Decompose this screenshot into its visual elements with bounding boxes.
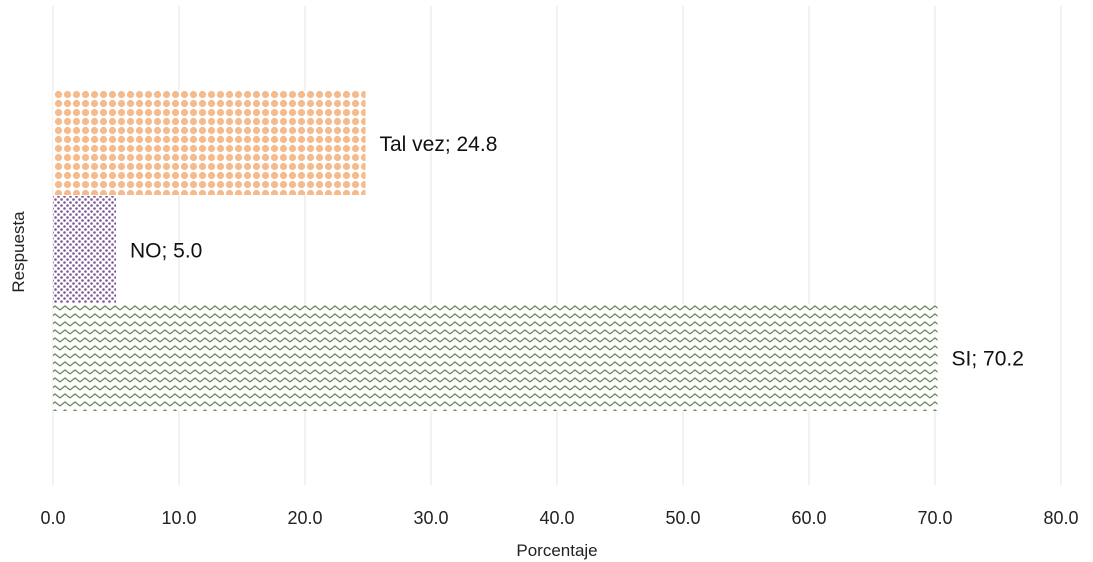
- x-axis-title: Porcentaje: [516, 541, 597, 560]
- x-tick-label: 10.0: [161, 508, 196, 528]
- x-tick-label: 40.0: [539, 508, 574, 528]
- x-tick-labels: 0.0 10.0 20.0 30.0 40.0 50.0 60.0 70.0 80.0: [40, 508, 1078, 528]
- bar-si: [53, 304, 938, 411]
- x-tick-label: 80.0: [1043, 508, 1078, 528]
- data-label-si: SI; 70.2: [952, 348, 1024, 371]
- x-tick-label: 70.0: [917, 508, 952, 528]
- data-label-no: NO; 5.0: [130, 240, 202, 263]
- bar-no: [53, 196, 116, 303]
- gridlines: [52, 6, 1062, 485]
- y-axis-title: Respuesta: [9, 211, 28, 293]
- x-tick-label: 0.0: [40, 508, 65, 528]
- bars: [53, 91, 938, 411]
- x-tick-label: 30.0: [413, 508, 448, 528]
- x-tick-label: 60.0: [791, 508, 826, 528]
- x-tick-label: 50.0: [665, 508, 700, 528]
- bar-tal-vez: [53, 91, 366, 195]
- data-label-tal-vez: Tal vez; 24.8: [379, 133, 497, 156]
- data-labels: SI; 70.2 NO; 5.0 Tal vez; 24.8: [130, 133, 1024, 371]
- x-tick-label: 20.0: [287, 508, 322, 528]
